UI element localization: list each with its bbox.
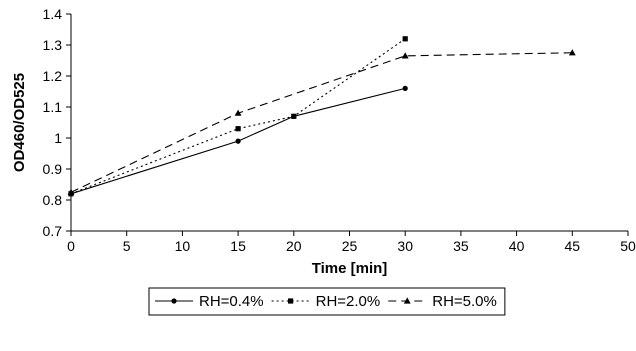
legend-label: RH=2.0% <box>316 293 381 310</box>
x-tick-label: 20 <box>286 238 302 254</box>
data-point <box>234 109 242 116</box>
series-1 <box>68 85 408 197</box>
y-axis-title: OD460/OD525 <box>11 73 28 172</box>
legend-box <box>148 287 506 316</box>
x-tick-label: 40 <box>509 238 525 254</box>
data-point <box>402 36 408 42</box>
x-tick-label: 30 <box>397 238 413 254</box>
data-point <box>401 52 409 59</box>
x-tick-label: 5 <box>123 238 131 254</box>
x-tick-label: 25 <box>342 238 358 254</box>
data-point <box>568 49 576 56</box>
y-tick-label: 0.7 <box>43 223 63 239</box>
legend-marker <box>288 298 294 304</box>
series-line <box>70 52 573 193</box>
x-axis-title: Time [min] <box>312 260 388 277</box>
data-point <box>402 85 408 91</box>
x-tick-label: 35 <box>453 238 469 254</box>
x-tick-label: 45 <box>565 238 581 254</box>
axes <box>70 14 628 232</box>
series-line <box>70 87 406 195</box>
y-tick-label: 1 <box>54 130 62 146</box>
series-line <box>70 38 406 195</box>
y-tick-label: 0.8 <box>43 192 63 208</box>
x-tick-label: 50 <box>620 238 636 254</box>
data-point <box>235 138 241 144</box>
y-tick-label: 0.9 <box>43 161 63 177</box>
legend: RH=0.4% RH=2.0% RH=5.0% <box>148 287 506 316</box>
legend-label: RH=5.0% <box>432 293 497 310</box>
data-point <box>67 188 75 195</box>
legend-marker <box>403 297 411 304</box>
data-point <box>291 113 297 119</box>
ticks: 0 5 10 15 20 25 30 35 40 45 50 0.7 0.8 0.9 1 1.1 1.2 1.3 1… <box>43 6 636 254</box>
x-tick-label: 0 <box>67 238 75 254</box>
y-tick-label: 1.3 <box>43 37 63 53</box>
series-3 <box>67 49 576 195</box>
y-tick-label: 1.4 <box>43 6 63 22</box>
legend-label: RH=0.4% <box>199 293 264 310</box>
y-tick-label: 1.1 <box>43 99 63 115</box>
series-2 <box>68 36 408 197</box>
x-tick-label: 10 <box>175 238 191 254</box>
series-layer <box>67 36 576 197</box>
y-tick-label: 1.2 <box>43 68 63 84</box>
legend-marker <box>171 298 177 304</box>
x-tick-label: 15 <box>230 238 246 254</box>
data-point <box>235 126 241 132</box>
